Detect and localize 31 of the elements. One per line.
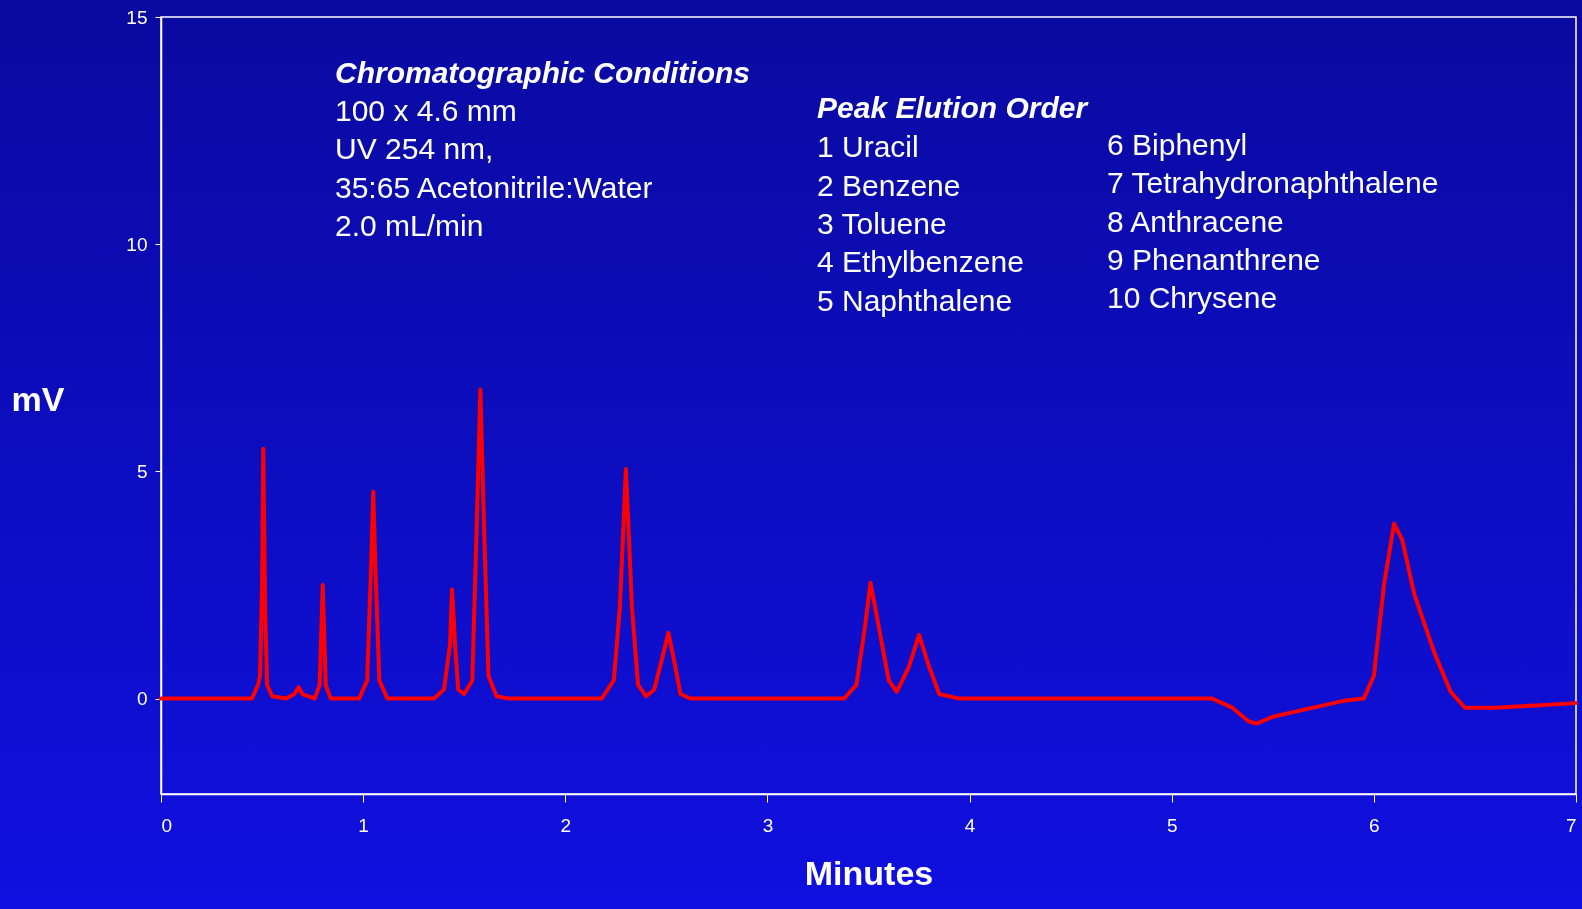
x-tick-label: 2: [560, 814, 572, 836]
x-tick-label: 5: [1166, 814, 1178, 836]
x-tick-label: 3: [762, 814, 774, 836]
y-tick-label: 15: [126, 6, 148, 28]
x-tick-label: 0: [161, 814, 173, 836]
annotation: 5 Naphthalene: [817, 284, 1013, 317]
x-tick-label: 7: [1565, 814, 1577, 836]
annotation: 9 Phenanthrene: [1107, 243, 1321, 276]
y-tick-label: 0: [136, 688, 148, 710]
annotation: Chromatographic Conditions: [335, 56, 750, 89]
x-axis-title: Minutes: [804, 853, 934, 892]
annotation: UV 254 nm,: [335, 132, 494, 165]
annotation: 4 Ethylbenzene: [817, 245, 1024, 278]
annotation: 6 Biphenyl: [1107, 128, 1248, 161]
annotation: 7 Tetrahydronaphthalene: [1107, 166, 1439, 199]
annotation: 2.0 mL/min: [335, 209, 484, 242]
x-tick-label: 1: [358, 814, 369, 836]
annotation: 1 Uracil: [817, 130, 919, 163]
annotation: Peak Elution Order: [817, 91, 1090, 124]
x-tick-label: 4: [964, 814, 976, 836]
annotation: 10 Chrysene: [1107, 281, 1278, 314]
y-tick-label: 10: [126, 233, 148, 255]
annotation: 100 x 4.6 mm: [335, 94, 517, 127]
annotation: 35:65 Acetonitrile:Water: [335, 171, 653, 204]
annotation: 8 Anthracene: [1107, 205, 1284, 238]
x-tick-label: 6: [1369, 814, 1380, 836]
line-series: [159, 387, 1578, 726]
annotation: 2 Benzene: [817, 169, 961, 202]
y-tick-label: 5: [136, 460, 148, 482]
y-axis-title: mV: [11, 379, 65, 418]
annotation: 3 Toluene: [817, 207, 947, 240]
